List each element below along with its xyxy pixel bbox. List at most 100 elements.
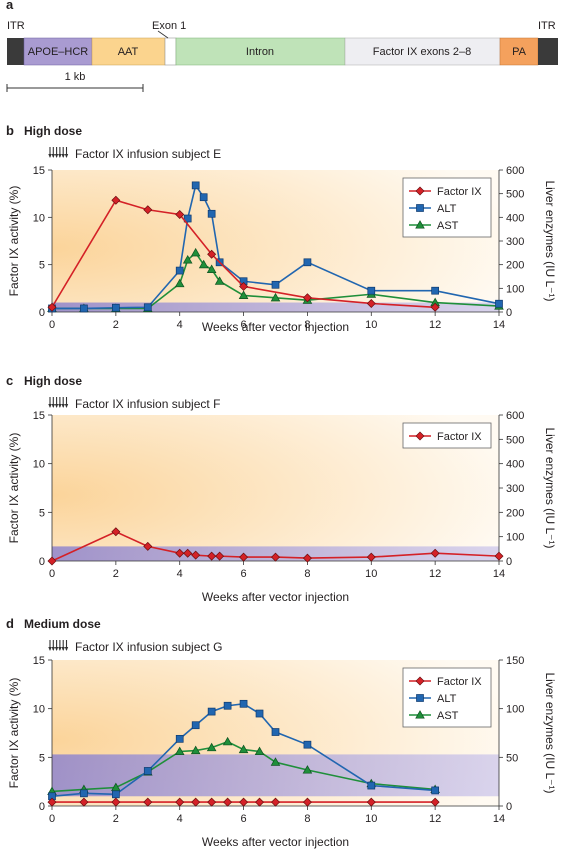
data-point [495, 299, 503, 308]
y-right-tick-label: 100 [506, 532, 524, 544]
infusion-arrows-icon [48, 640, 69, 651]
data-point [303, 740, 312, 749]
infusion-label: Factor IX infusion subject G [75, 640, 222, 654]
data-point [207, 707, 216, 716]
series-factor-ix [47, 195, 440, 312]
x-tick-label: 2 [113, 813, 119, 825]
legend-marker [415, 186, 425, 196]
data-point [47, 302, 57, 312]
y-right-tick-label: 0 [506, 556, 512, 568]
aat-segment [91, 37, 166, 66]
data-point [303, 258, 312, 267]
chart-panel-c: c High dose Factor IX infusion subject F 0 2… [6, 373, 557, 604]
legend-marker [415, 431, 425, 441]
data-point [207, 797, 217, 807]
data-point [207, 551, 217, 561]
apoe-hcr-segment [23, 37, 93, 66]
segment-label-apoe: APOE–HCR [28, 46, 89, 58]
legend-marker [415, 710, 425, 719]
data-point [254, 746, 265, 756]
data-point [143, 205, 153, 215]
data-point [270, 292, 281, 302]
x-tick-label: 0 [49, 813, 55, 825]
x-tick-label: 10 [365, 813, 377, 825]
data-point [302, 797, 312, 807]
legend-label: ALT [437, 203, 457, 215]
data-point [80, 789, 88, 798]
data-point [174, 278, 185, 288]
data-point [271, 552, 280, 562]
data-point [47, 556, 57, 566]
data-point [182, 255, 193, 264]
data-point [175, 734, 184, 743]
normal-range-band [52, 302, 499, 312]
legend-marker [415, 220, 425, 229]
data-point [143, 797, 153, 807]
x-tick-label: 14 [493, 813, 505, 825]
data-point [430, 548, 440, 558]
data-point [183, 548, 193, 558]
data-point [255, 709, 264, 718]
x-tick-label: 6 [241, 568, 247, 580]
y-right-tick-label: 0 [506, 307, 512, 319]
x-tick-label: 4 [177, 813, 183, 825]
x-tick-label: 0 [49, 568, 55, 580]
legend-marker [415, 676, 425, 686]
data-point [214, 276, 225, 285]
data-point [47, 797, 57, 807]
x-tick-label: 10 [365, 319, 377, 331]
data-point [206, 264, 217, 273]
intron-segment [175, 37, 346, 66]
data-point [302, 765, 313, 774]
y-left-axis-title: Factor IX activity (%) [7, 186, 21, 297]
y-right-tick-label: 0 [506, 801, 512, 813]
segment-label-pa: PA [512, 46, 527, 58]
y-right-tick-label: 150 [506, 655, 524, 667]
data-point [239, 552, 249, 562]
data-point [111, 195, 121, 205]
series-line [52, 183, 500, 310]
x-tick-label: 12 [429, 568, 441, 580]
x-axis-title: Weeks after vector injection [202, 835, 349, 849]
y-right-tick-label: 300 [506, 483, 524, 495]
data-point [207, 249, 217, 259]
data-point [430, 302, 440, 312]
itr-left-label: ITR [7, 20, 25, 32]
y-right-tick-label: 50 [506, 752, 518, 764]
data-point [366, 552, 376, 562]
data-point [207, 209, 216, 218]
factor-ix-exons-segment [344, 37, 501, 66]
panel-letter: d [6, 616, 14, 631]
data-point [367, 781, 376, 790]
data-point [190, 745, 201, 755]
data-point [223, 797, 233, 807]
data-point [111, 527, 121, 537]
x-tick-label: 4 [177, 568, 183, 580]
x-tick-label: 6 [241, 813, 247, 825]
y-left-axis-title: Factor IX activity (%) [7, 433, 21, 544]
y-right-tick-label: 200 [506, 260, 524, 272]
y-left-tick-label: 15 [33, 410, 45, 422]
data-point [191, 721, 200, 730]
x-tick-label: 12 [429, 319, 441, 331]
x-tick-label: 6 [241, 319, 247, 331]
y-right-tick-label: 500 [506, 434, 524, 446]
itr-right-block [538, 38, 558, 65]
data-point [271, 797, 280, 807]
exon1-label: Exon 1 [152, 20, 186, 32]
data-point [366, 797, 376, 807]
x-tick-label: 0 [49, 319, 55, 331]
data-point [239, 281, 249, 291]
y-left-axis-title: Factor IX activity (%) [7, 678, 21, 789]
series-line [51, 702, 436, 798]
y-right-axis-title: Liver enzymes (IU L⁻¹) [543, 427, 557, 548]
data-point [198, 259, 209, 269]
data-point [431, 786, 439, 795]
panel-letter: c [6, 373, 13, 388]
data-point [271, 728, 280, 736]
legend: Factor IX ALT AST [402, 667, 492, 728]
x-tick-label: 10 [365, 568, 377, 580]
data-point [239, 699, 248, 708]
data-point [206, 742, 217, 752]
legend-label: AST [437, 220, 459, 232]
